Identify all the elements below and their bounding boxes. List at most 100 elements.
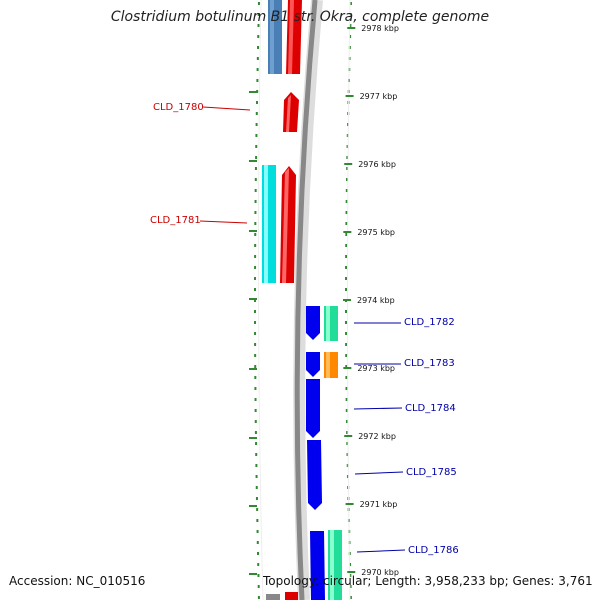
gene-labels: CLD_1780 CLD_1781 CLD_1782 CLD_1783 CLD_1784… xyxy=(150,102,459,556)
scale-tick-label: 2976 kbp xyxy=(358,160,396,169)
gene-arrow-red-highlight-top xyxy=(288,0,294,74)
scale-tick-label: 2974 kbp xyxy=(357,296,395,305)
gene-leader-line xyxy=(353,407,403,410)
ring-dot xyxy=(254,167,257,170)
ring-dot xyxy=(255,112,258,115)
ring-dot xyxy=(256,57,259,60)
ring-dot xyxy=(345,255,348,258)
scale-tick-label: 2973 kbp xyxy=(357,364,395,373)
inner-major-tick xyxy=(249,91,257,93)
inner-dotted-ring xyxy=(249,2,260,599)
ring-dot xyxy=(345,200,348,203)
gene-block-bottom-grey xyxy=(266,594,280,600)
ring-dot xyxy=(257,596,260,599)
ring-dot xyxy=(255,442,258,445)
ring-dot xyxy=(257,552,260,555)
gene-label-cld-1783: CLD_1783 xyxy=(404,358,455,369)
ring-dot xyxy=(255,475,258,478)
ring-dot xyxy=(257,2,260,5)
gene-label-cld-1784: CLD_1784 xyxy=(405,403,456,414)
scale-tick-label: 2970 kbp xyxy=(361,568,399,577)
ring-dot xyxy=(254,387,257,390)
ring-dot xyxy=(254,277,257,280)
inner-major-tick xyxy=(249,505,257,507)
ring-dot xyxy=(346,464,349,467)
ring-dot xyxy=(349,2,352,5)
inner-major-tick xyxy=(249,160,257,162)
gene-label-cld-1782: CLD_1782 xyxy=(404,317,455,328)
ring-dot xyxy=(254,365,257,368)
ring-dot xyxy=(345,376,348,379)
ring-dot xyxy=(254,200,257,203)
ring-dot xyxy=(345,266,348,269)
inner-major-tick xyxy=(249,437,257,439)
ring-dot xyxy=(349,13,352,16)
ring-dot xyxy=(345,189,348,192)
ring-dot xyxy=(254,299,257,302)
gene-block-cld-1782-green-highlight xyxy=(326,306,330,341)
ring-dot xyxy=(345,343,348,346)
forward-gene-tracks xyxy=(262,0,302,600)
ring-dot xyxy=(345,244,348,247)
gene-block-steelblue-highlight xyxy=(270,0,274,74)
ring-dot xyxy=(345,288,348,291)
ring-dot xyxy=(255,464,258,467)
ring-dot xyxy=(255,486,258,489)
gene-label-cld-1781: CLD_1781 xyxy=(150,215,201,226)
ring-dot xyxy=(254,244,257,247)
ring-dot xyxy=(255,123,258,126)
gene-leader-line xyxy=(199,220,248,224)
ring-dot xyxy=(254,420,257,423)
gene-block-cld-1786-green-highlight xyxy=(330,530,334,600)
ring-dot xyxy=(255,156,258,159)
genome-backbone xyxy=(294,0,318,600)
ring-dot xyxy=(346,156,349,159)
ring-dot xyxy=(346,431,349,434)
ring-dot xyxy=(254,431,257,434)
ring-dot xyxy=(255,497,258,500)
scale-tick-mark xyxy=(347,571,356,573)
ring-dot xyxy=(256,79,259,82)
scale-tick-mark xyxy=(344,163,353,165)
ring-dot xyxy=(345,310,348,313)
scale-tick-mark xyxy=(345,95,354,97)
gene-label-cld-1780: CLD_1780 xyxy=(153,102,204,113)
ring-dot xyxy=(345,365,348,368)
ring-dot xyxy=(349,24,352,27)
ring-dot xyxy=(346,145,349,148)
scale-tick-mark xyxy=(344,435,353,437)
inner-major-tick xyxy=(249,368,257,370)
ring-dot xyxy=(256,68,259,71)
gene-block-cld-1781-cyan-highlight xyxy=(264,165,268,283)
ring-dot xyxy=(345,354,348,357)
ring-dot xyxy=(255,453,258,456)
ring-dot xyxy=(254,233,257,236)
ring-dot xyxy=(345,409,348,412)
scale-tick-label: 2971 kbp xyxy=(360,500,398,509)
gene-arrow-cld-1782 xyxy=(306,306,320,340)
ring-dot xyxy=(254,255,257,258)
scale-tick-label: 2975 kbp xyxy=(357,228,395,237)
gene-arrow-cld-1780 xyxy=(283,92,299,132)
inner-major-tick xyxy=(249,230,257,232)
ring-dot xyxy=(346,453,349,456)
scale-tick-mark xyxy=(343,231,352,233)
inner-major-tick xyxy=(249,298,257,300)
inner-ring-outline xyxy=(257,0,264,600)
ring-dot xyxy=(257,46,260,49)
ring-dot xyxy=(255,101,258,104)
ring-dot xyxy=(345,277,348,280)
ring-dot xyxy=(345,178,348,181)
ring-dot xyxy=(254,354,257,357)
gene-leader-line xyxy=(202,106,251,111)
gene-arrow-cld-1781-highlight xyxy=(282,168,289,283)
ring-dot xyxy=(254,189,257,192)
scale-tick-label: 2978 kbp xyxy=(361,24,399,33)
ring-dot xyxy=(257,585,260,588)
gene-label-cld-1785: CLD_1785 xyxy=(406,467,457,478)
scale-tick-label: 2977 kbp xyxy=(360,92,398,101)
gene-arrow-cld-1786 xyxy=(310,531,325,600)
ring-dot xyxy=(256,519,259,522)
gene-arrow-cld-1783 xyxy=(306,352,320,377)
